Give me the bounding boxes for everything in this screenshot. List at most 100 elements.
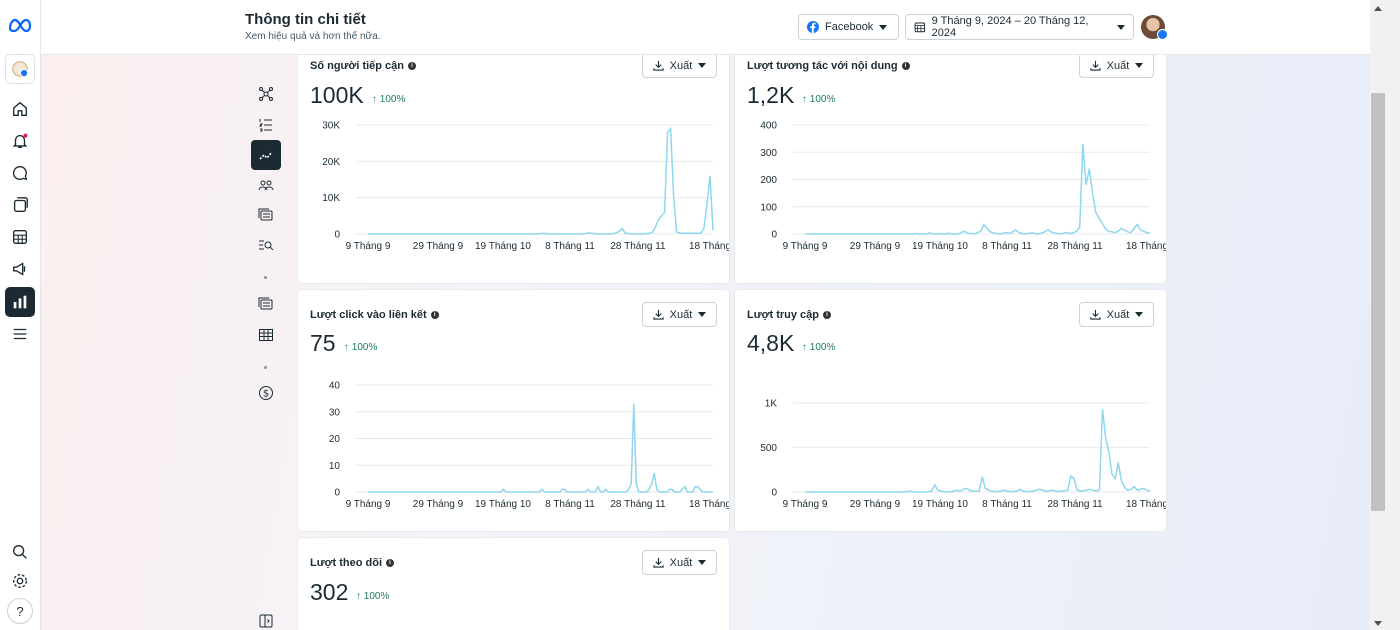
export-button[interactable]: Xuất bbox=[642, 550, 717, 575]
page-profile-icon[interactable] bbox=[5, 54, 35, 84]
collapse-panel-icon[interactable] bbox=[251, 606, 281, 630]
content-icon[interactable] bbox=[5, 190, 35, 220]
download-icon bbox=[1090, 60, 1101, 71]
search-list-icon[interactable] bbox=[251, 230, 281, 260]
y-tick-label: 40 bbox=[329, 381, 341, 392]
overview-icon[interactable] bbox=[251, 79, 281, 109]
x-tick-label: 18 Tháng bbox=[689, 241, 729, 252]
metric-card-link-clicks: Lượt click vào liên kết i Xuất 75 ↑ 100% 0 10 2… bbox=[298, 290, 729, 531]
x-tick-label: 8 Tháng 11 bbox=[982, 499, 1032, 510]
info-icon[interactable]: i bbox=[386, 559, 394, 567]
table-icon[interactable] bbox=[251, 320, 281, 350]
y-tick-label: 20 bbox=[329, 434, 341, 445]
line-chart: 0 10 20 30 40 9 Tháng 9 29 Tháng 9 19 Tháng 10 8… bbox=[329, 381, 729, 511]
arrow-up-icon: ↑ bbox=[344, 342, 352, 353]
x-tick-label: 8 Tháng 11 bbox=[545, 499, 595, 510]
arrow-up-icon: ↑ bbox=[802, 342, 810, 353]
line-chart: 0 10K 20K 30K 9 Tháng 9 29 Tháng 9 19 Tháng 10… bbox=[322, 121, 729, 253]
export-button[interactable]: Xuất bbox=[1079, 55, 1154, 78]
settings-gear-icon[interactable] bbox=[5, 566, 35, 596]
x-tick-label: 19 Tháng 10 bbox=[475, 241, 531, 252]
messages-icon[interactable] bbox=[5, 158, 35, 188]
card-title-text: Số người tiếp cận bbox=[310, 60, 405, 72]
x-tick-label: 19 Tháng 10 bbox=[475, 499, 531, 510]
metric-delta-value: 100% bbox=[351, 342, 378, 353]
platform-dropdown[interactable]: Facebook bbox=[798, 14, 899, 40]
line-chart: 0 500 1K 9 Tháng 9 29 Tháng 9 19 Tháng 10 8 Th… bbox=[760, 398, 1166, 510]
menu-icon[interactable] bbox=[5, 319, 35, 349]
scrollbar-thumb[interactable] bbox=[1371, 93, 1385, 511]
card-title-text: Lượt tương tác với nội dung bbox=[747, 60, 898, 72]
ads-icon[interactable] bbox=[5, 254, 35, 284]
chevron-down-icon bbox=[698, 560, 707, 565]
card-title-text: Lượt theo dõi bbox=[310, 557, 382, 569]
metric-value: 75 bbox=[310, 330, 336, 356]
export-label: Xuất bbox=[1106, 308, 1130, 321]
separator-dot bbox=[264, 276, 267, 279]
global-left-nav: ? bbox=[0, 0, 41, 630]
x-tick-label: 18 Tháng bbox=[689, 499, 729, 510]
home-icon[interactable] bbox=[5, 94, 35, 124]
metric-delta-value: 100% bbox=[809, 342, 836, 353]
audience-icon[interactable] bbox=[251, 170, 281, 200]
facebook-icon bbox=[807, 21, 819, 33]
scroll-down-arrow-icon[interactable] bbox=[1374, 621, 1382, 626]
x-tick-label: 28 Tháng 11 bbox=[610, 499, 666, 510]
x-tick-label: 9 Tháng 9 bbox=[346, 499, 391, 510]
x-tick-label: 29 Tháng 9 bbox=[850, 241, 901, 252]
insights-icon[interactable] bbox=[5, 287, 35, 317]
info-icon[interactable]: i bbox=[901, 62, 910, 70]
metric-value: 302 bbox=[310, 579, 349, 605]
platform-label: Facebook bbox=[825, 21, 874, 33]
download-icon bbox=[653, 60, 664, 71]
x-tick-label: 28 Tháng 11 bbox=[1047, 241, 1103, 252]
card-title: Số người tiếp cận i bbox=[310, 60, 417, 72]
date-range-dropdown[interactable]: 9 Tháng 9, 2024 – 20 Tháng 12, 2024 bbox=[905, 14, 1134, 40]
metric-value: 100K bbox=[310, 82, 364, 108]
arrow-up-icon: ↑ bbox=[802, 94, 810, 105]
chevron-down-icon bbox=[879, 24, 888, 30]
help-icon[interactable]: ? bbox=[7, 598, 33, 624]
scroll-up-arrow-icon[interactable] bbox=[1374, 6, 1382, 11]
export-button[interactable]: Xuất bbox=[1079, 302, 1154, 327]
calendar-icon bbox=[914, 22, 926, 33]
x-tick-label: 28 Tháng 11 bbox=[1047, 499, 1103, 510]
content-library-icon[interactable] bbox=[251, 200, 281, 230]
page-subtitle: Xem hiệu quả và hơn thế nữa. bbox=[245, 31, 381, 42]
notifications-icon[interactable] bbox=[5, 126, 35, 156]
monetization-dollar-icon[interactable]: $ bbox=[251, 378, 281, 408]
search-icon[interactable] bbox=[5, 537, 35, 567]
info-icon[interactable]: i bbox=[408, 62, 417, 70]
info-icon[interactable]: i bbox=[823, 311, 832, 319]
y-tick-label: 30K bbox=[322, 121, 340, 132]
x-tick-label: 29 Tháng 9 bbox=[413, 499, 464, 510]
results-trend-icon[interactable] bbox=[251, 140, 281, 170]
chevron-down-icon bbox=[1117, 24, 1125, 30]
y-tick-label: 400 bbox=[760, 121, 777, 132]
metric-card-interactions: Lượt tương tác với nội dung i Xuất 1,2K ↑ 10… bbox=[735, 55, 1166, 283]
x-tick-label: 19 Tháng 10 bbox=[912, 499, 968, 510]
y-tick-label: 100 bbox=[760, 202, 777, 213]
export-button[interactable]: Xuất bbox=[642, 302, 717, 327]
y-tick-label: 500 bbox=[760, 443, 777, 454]
export-button[interactable]: Xuất bbox=[642, 55, 717, 78]
y-tick-label: 0 bbox=[771, 488, 777, 499]
y-tick-label: 0 bbox=[334, 488, 340, 499]
planner-icon[interactable] bbox=[5, 222, 35, 252]
series-line bbox=[368, 126, 714, 235]
metric-value: 4,8K bbox=[747, 330, 795, 356]
x-tick-label: 18 Tháng bbox=[1126, 499, 1166, 510]
chevron-down-icon bbox=[1135, 63, 1144, 68]
info-icon[interactable]: i bbox=[430, 311, 439, 319]
date-range-label: 9 Tháng 9, 2024 – 20 Tháng 12, 2024 bbox=[931, 15, 1089, 39]
y-tick-label: 0 bbox=[334, 230, 340, 241]
ranked-list-icon[interactable] bbox=[251, 110, 281, 140]
meta-logo-icon[interactable] bbox=[5, 10, 35, 40]
chevron-down-icon bbox=[1135, 312, 1144, 317]
facebook-badge-icon bbox=[1157, 29, 1168, 40]
card-title-text: Lượt click vào liên kết bbox=[310, 309, 427, 321]
media-library-icon[interactable] bbox=[251, 289, 281, 319]
metric-delta: ↑ 100% bbox=[356, 591, 389, 602]
metric-delta: ↑ 100% bbox=[344, 342, 377, 353]
series-line bbox=[368, 403, 713, 493]
